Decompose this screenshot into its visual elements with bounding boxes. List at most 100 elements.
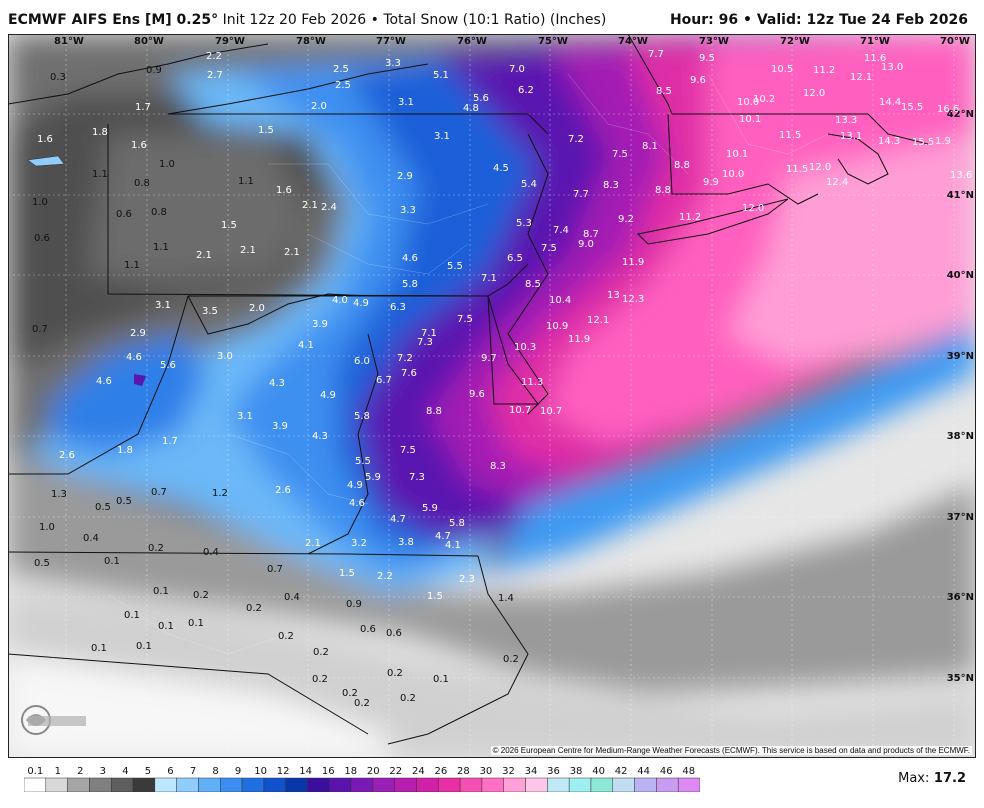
scale-tick-label: 42 [615,766,628,777]
valid-time-header: Hour: 96 • Valid: 12z Tue 24 Feb 2026 [670,12,968,28]
scale-color-box [220,777,243,792]
scale-color-box [525,777,548,792]
color-scale-legend: 0.1 1 2 3 4 5 6 7 8 9 10 12 14 16 18 20 22 24 26 28 30 32 34 36… [24,766,700,792]
snow-total-label: 0.8 [151,207,167,218]
snow-total-label: 1.1 [124,260,140,271]
scale-tick-label: 18 [344,766,357,777]
scale-color-box [198,777,221,792]
snow-total-label: 4.3 [312,431,328,442]
snow-total-label: 7.3 [417,337,433,348]
lake-erie-patch [27,155,65,167]
snow-total-label: 3.3 [400,205,416,216]
snow-total-label: 8.7 [583,229,599,240]
snow-total-label: 12.0 [742,203,764,214]
snow-total-label: 4.5 [493,163,509,174]
snow-total-label: 4.6 [126,352,142,363]
ny-pa-border [168,113,549,135]
snow-total-label: 1.5 [339,568,355,579]
snow-total-label: 11.9 [568,334,590,345]
scale-tick-label: 0.1 [27,766,43,777]
snow-total-label: 12.4 [826,177,848,188]
snow-total-label: 15.5 [912,137,934,148]
snow-total-label: 7.1 [481,273,497,284]
snow-total-label: 11.3 [521,377,543,388]
snow-total-label: 4.8 [463,103,479,114]
snow-total-label: 2.1 [305,538,321,549]
snow-total-label: 0.1 [188,618,204,629]
snow-total-label: 0.2 [278,631,294,642]
snow-total-label: 5.3 [516,218,532,229]
md-outline [187,293,369,335]
snow-total-label: 8.8 [674,160,690,171]
scale-tick-label: 3 [100,766,106,777]
snow-total-label: 2.1 [196,250,212,261]
snow-total-label: 7.5 [612,149,628,160]
lon-label: 75°W [538,36,568,47]
lon-label: 71°W [860,36,890,47]
copyright-credit: © 2026 European Centre for Medium-Range … [490,746,972,755]
snow-total-label: 10.9 [546,321,568,332]
scale-tick-label: 8 [212,766,218,777]
snow-total-label: 13.1 [840,131,862,142]
snow-total-label: 15.5 [901,102,923,113]
scale-color-box [241,777,265,792]
snow-total-label: 2.3 [459,574,475,585]
snow-total-label: 2.1 [302,200,318,211]
scale-tick-label: 32 [502,766,515,777]
snow-total-label: 10.3 [514,342,536,353]
snow-total-label: 0.2 [246,603,262,614]
snow-total-label: 3.8 [398,537,414,548]
scale-color-box [503,777,526,792]
snow-total-label: 6.2 [518,85,534,96]
snow-total-label: 1.5 [221,220,237,231]
snow-total-label: 9.9 [703,177,719,188]
snow-total-label: 1.7 [162,436,178,447]
snow-total-label: 0.6 [386,628,402,639]
snow-total-label: 0.1 [136,641,152,652]
snow-total-label: 0.6 [360,624,376,635]
snow-total-label: 16.6 [937,104,959,115]
snow-total-label: 2.6 [59,450,75,461]
snow-total-label: 1.5 [258,125,274,136]
scale-color-box [438,777,461,792]
snow-total-label: 10.5 [771,64,793,75]
snow-total-label: 6.5 [507,253,523,264]
snow-total-label: 0.7 [267,564,283,575]
snow-total-label: 1.6 [37,134,53,145]
nj-outline [507,133,549,415]
snow-total-label: 0.4 [284,592,300,603]
snow-total-label: 2.7 [207,70,223,81]
snow-total-label: 2.9 [397,171,413,182]
snow-total-labels: 0.3 0.9 2.2 2.7 2.5 2.5 3.3 5.1 7.0 7.7 9.5 10.5 11.… [32,49,972,709]
snow-total-label: 7.2 [568,134,584,145]
snow-total-label: 1.7 [135,102,151,113]
scale-color-boxes [24,777,700,792]
snowfall-map: 81°W 80°W 79°W 78°W 77°W 76°W 75°W 74°W … [8,34,976,758]
snow-total-label: 3.9 [272,421,288,432]
valid-label: Valid: [756,12,802,28]
snow-total-label: 1.9 [935,136,951,147]
scale-color-box [612,777,635,792]
lat-label: 42°N [947,109,974,120]
degree-mark: ° [211,12,219,28]
scale-tick-label: 26 [434,766,447,777]
lon-label: 80°W [134,36,164,47]
lon-label: 79°W [215,36,245,47]
long-island [636,198,789,245]
snow-total-label: 0.7 [32,324,48,335]
snow-total-label: 0.8 [134,178,150,189]
scale-color-box [568,777,592,792]
county-borders [47,73,829,715]
map-frame [8,34,976,758]
snow-total-label: 7.3 [409,472,425,483]
grid-lines [8,34,976,758]
max-value-label: Max: 17.2 [898,771,966,786]
snow-total-label: 1.3 [51,489,67,500]
snow-total-label: 4.6 [349,498,365,509]
lat-label: 37°N [947,512,974,523]
snow-total-label: 1.1 [92,169,108,180]
lon-label: 81°W [54,36,84,47]
scale-tick-label: 44 [637,766,650,777]
scale-color-box [24,777,47,792]
snow-total-label: 5.5 [447,261,463,272]
